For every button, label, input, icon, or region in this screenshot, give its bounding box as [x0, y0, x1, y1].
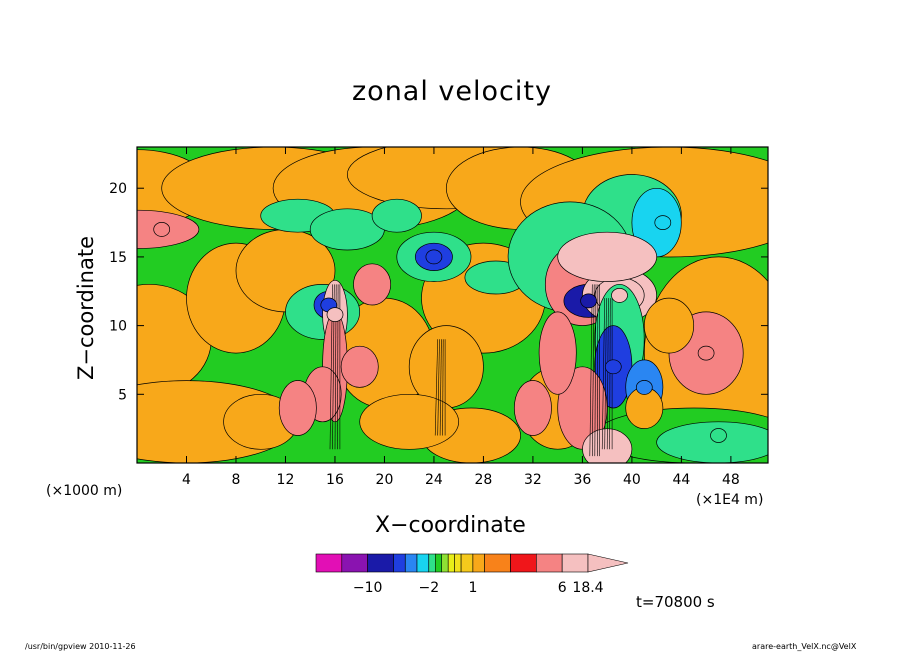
footer-left: /usr/bin/gpview 2010-11-26: [25, 642, 136, 651]
x-unit-right: (×1E4 m): [696, 492, 764, 508]
x-tick-label: 8: [232, 472, 241, 488]
colorbar-swatch: [416, 553, 429, 573]
colorbar-swatch: [472, 553, 485, 573]
feature-extremum: [604, 359, 622, 375]
x-unit-left: (×1000 m): [46, 483, 123, 499]
x-tick-label: 4: [182, 472, 191, 488]
y-axis-label: Z−coordinate: [74, 236, 98, 380]
feature-extremum: [153, 222, 171, 237]
x-tick-label: 48: [722, 472, 740, 488]
y-tick-label: 20: [109, 181, 127, 197]
colorbar-swatch: [315, 553, 343, 573]
contour-line: [609, 298, 611, 450]
colorbar-label: 6: [558, 580, 567, 596]
footer-right: arare-earth_VelX.nc@VelX: [752, 642, 857, 651]
colorbar-swatch: [434, 553, 443, 573]
colorbar-swatch: [341, 553, 368, 573]
colorbar-label: −10: [353, 580, 383, 596]
contour-region: [557, 231, 658, 282]
plot-frame: [136, 146, 769, 464]
contour-line: [439, 339, 442, 436]
colorbar-swatch: [441, 553, 449, 573]
contour-region: [643, 297, 695, 354]
contour-line: [434, 339, 438, 436]
colorbar-extend-arrow: [587, 553, 629, 573]
colorbar-swatch: [428, 553, 436, 573]
colorbar-swatch: [535, 553, 563, 573]
time-label: t=70800 s: [636, 593, 715, 611]
feature-extremum: [710, 428, 727, 443]
x-tick-label: 28: [475, 472, 493, 488]
contour-line: [604, 298, 607, 450]
feature-extremum: [425, 249, 443, 265]
feature-extremum: [326, 307, 344, 322]
colorbar-swatch: [484, 553, 511, 573]
y-tick-label: 5: [118, 387, 127, 403]
feature-extremum: [580, 293, 597, 309]
x-tick-label: 40: [623, 472, 641, 488]
colorbar-swatch: [404, 553, 418, 573]
colorbar-swatch: [367, 553, 394, 573]
x-tick-label: 32: [524, 472, 542, 488]
x-axis-label: X−coordinate: [375, 513, 526, 538]
contour-region: [513, 380, 552, 436]
feature-extremum: [635, 380, 653, 395]
colorbar: −10 −2 1 6 18.4: [315, 553, 629, 596]
colorbar-label: 18.4: [572, 580, 603, 596]
x-tick-label: 16: [326, 472, 344, 488]
contour-region: [353, 263, 392, 306]
contour-line: [592, 284, 595, 457]
contour-region: [340, 345, 379, 388]
contour-line: [596, 284, 599, 457]
x-tick-label: 24: [425, 472, 443, 488]
y-tick-label: 15: [109, 250, 127, 266]
colorbar-label: −2: [418, 580, 439, 596]
x-tick-label: 44: [672, 472, 690, 488]
contour-line: [606, 298, 609, 450]
colorbar-swatch: [460, 553, 474, 573]
contour-line: [601, 298, 605, 450]
velocity-field: [137, 147, 768, 463]
contour-region: [538, 311, 577, 395]
chart-title: zonal velocity: [352, 76, 552, 107]
contour-region: [359, 393, 460, 450]
colorbar-swatch: [454, 553, 462, 573]
contour-line: [437, 339, 440, 436]
colorbar-label: 1: [468, 580, 477, 596]
feature-extremum: [611, 288, 628, 303]
colorbar-swatch: [393, 553, 406, 573]
x-axis: 4 8 12 16 20 24 28 32 36 40 44 48: [182, 147, 740, 488]
x-tick-label: 36: [573, 472, 591, 488]
feature-extremum: [697, 345, 715, 361]
y-tick-label: 10: [109, 319, 127, 335]
contour-region: [278, 380, 317, 436]
colorbar-swatch: [447, 553, 456, 573]
y-axis: 5 10 15 20: [109, 181, 768, 403]
contour-line: [442, 339, 444, 436]
contour-line: [589, 284, 593, 457]
contour-line: [594, 284, 597, 457]
colorbar-swatch: [561, 553, 589, 573]
x-tick-label: 12: [277, 472, 295, 488]
x-tick-label: 20: [376, 472, 394, 488]
colorbar-swatch: [510, 553, 537, 573]
feature-extremum: [654, 215, 672, 230]
contour-region: [371, 198, 422, 233]
